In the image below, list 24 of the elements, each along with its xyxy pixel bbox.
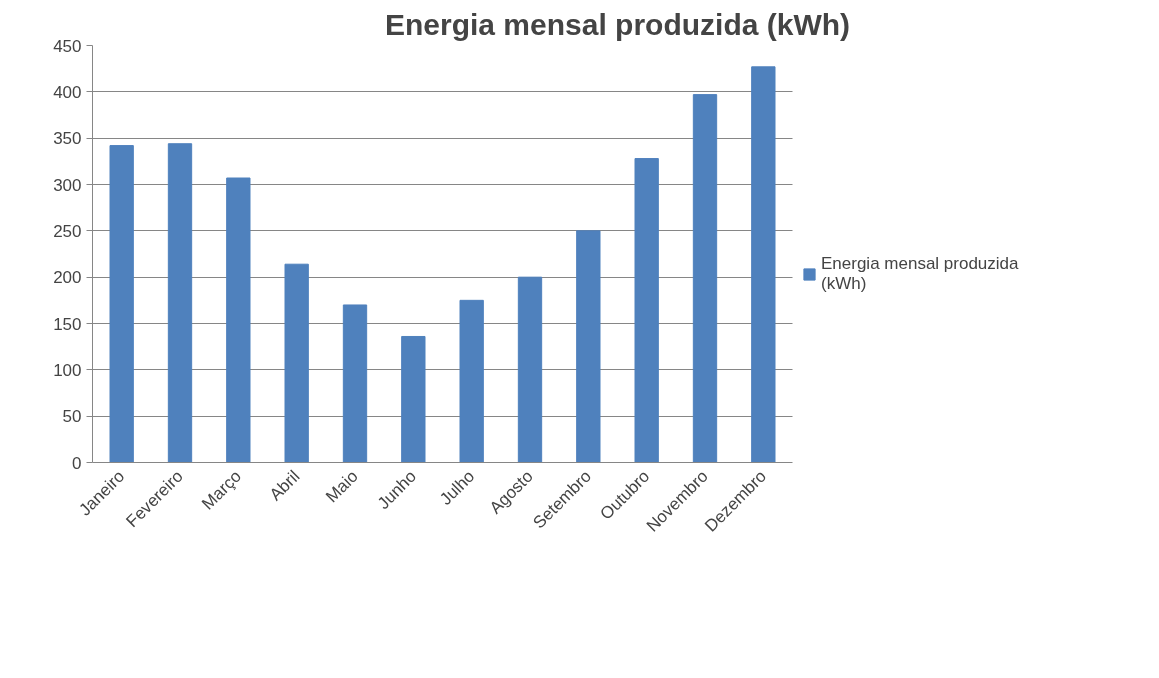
legend-label: Energia mensal produzida (kWh) [821, 253, 1019, 294]
y-tick-label: 100 [53, 360, 82, 380]
bar [459, 299, 484, 463]
y-tick-label: 150 [53, 314, 82, 334]
y-tick-label: 300 [53, 175, 82, 195]
y-tick-label: 400 [53, 82, 82, 102]
bar [342, 304, 368, 463]
y-tick-label: 350 [53, 129, 82, 149]
bar [576, 230, 601, 463]
bar [109, 145, 134, 463]
bar [634, 158, 659, 463]
y-tick-label: 450 [53, 36, 82, 56]
bar [751, 66, 776, 463]
bar [167, 143, 193, 463]
bar [692, 94, 718, 463]
chart-title: Energia mensal produzida (kWh) [384, 7, 851, 41]
bar [517, 276, 543, 463]
y-tick-label: 250 [53, 221, 82, 241]
y-tick-label: 50 [62, 407, 82, 427]
y-tick-label: 0 [72, 453, 82, 473]
bar [284, 263, 309, 463]
bar [226, 177, 251, 463]
bar [401, 335, 426, 463]
y-tick-label: 200 [53, 268, 82, 288]
